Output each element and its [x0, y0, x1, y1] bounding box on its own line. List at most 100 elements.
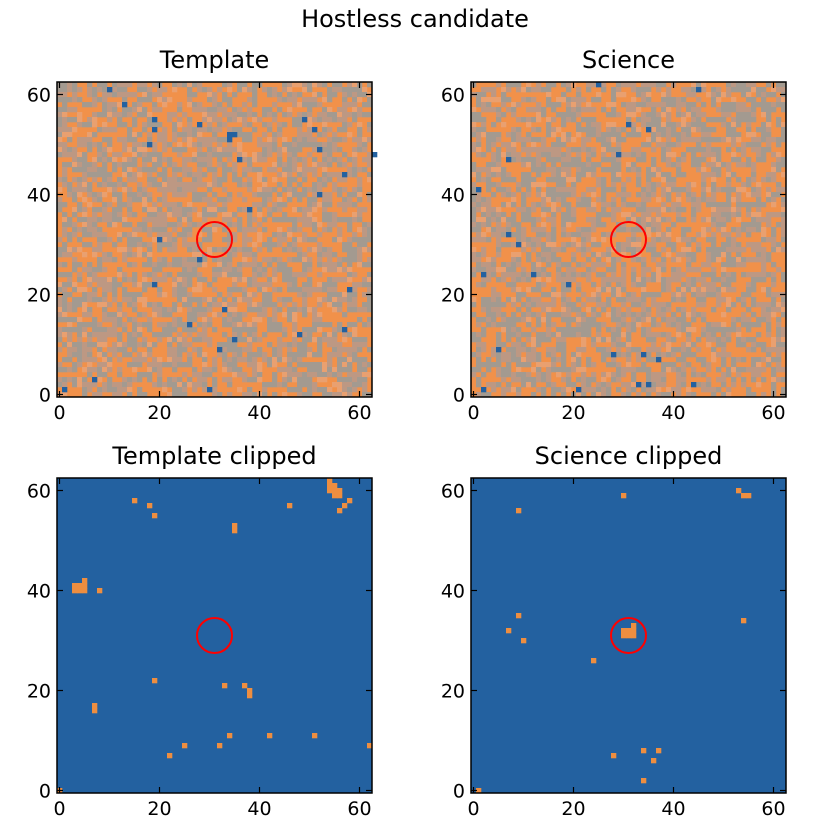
noise-pixel: [576, 197, 582, 203]
noise-pixel: [257, 362, 263, 368]
noise-pixel: [127, 112, 133, 118]
noise-pixel: [72, 82, 78, 88]
noise-pixel: [82, 292, 88, 298]
noise-pixel: [496, 277, 502, 283]
noise-pixel: [496, 117, 502, 123]
noise-pixel: [781, 342, 787, 348]
noise-pixel: [561, 332, 567, 338]
low-pixel: [566, 282, 572, 288]
noise-pixel: [142, 242, 148, 248]
noise-pixel: [646, 122, 652, 128]
noise-pixel: [122, 352, 128, 358]
noise-pixel: [137, 392, 143, 398]
noise-pixel: [332, 222, 338, 228]
noise-pixel: [471, 122, 477, 128]
noise-pixel: [287, 367, 293, 373]
noise-pixel: [506, 177, 512, 183]
noise-pixel: [576, 307, 582, 313]
noise-pixel: [521, 317, 527, 323]
noise-pixel: [292, 237, 298, 243]
noise-pixel: [337, 267, 343, 273]
noise-pixel: [232, 167, 238, 173]
noise-pixel: [666, 122, 672, 128]
noise-pixel: [177, 202, 183, 208]
noise-pixel: [561, 212, 567, 218]
noise-pixel: [716, 322, 722, 328]
noise-pixel: [611, 207, 617, 213]
noise-pixel: [696, 112, 702, 118]
noise-pixel: [661, 142, 667, 148]
noise-pixel: [766, 102, 772, 108]
noise-pixel: [97, 82, 103, 88]
noise-pixel: [292, 287, 298, 293]
noise-pixel: [97, 197, 103, 203]
noise-pixel: [112, 112, 118, 118]
noise-pixel: [177, 232, 183, 238]
noise-pixel: [77, 167, 83, 173]
noise-pixel: [661, 382, 667, 388]
noise-pixel: [556, 182, 562, 188]
noise-pixel: [656, 307, 662, 313]
noise-pixel: [62, 302, 68, 308]
noise-pixel: [746, 257, 752, 263]
noise-pixel: [561, 227, 567, 233]
noise-pixel: [302, 382, 308, 388]
noise-pixel: [596, 222, 602, 228]
noise-pixel: [302, 377, 308, 383]
noise-pixel: [671, 297, 677, 303]
noise-pixel: [107, 107, 113, 113]
noise-pixel: [536, 252, 542, 258]
noise-pixel: [212, 257, 218, 263]
noise-pixel: [132, 277, 138, 283]
noise-pixel: [521, 157, 527, 163]
noise-pixel: [287, 162, 293, 168]
noise-pixel: [511, 202, 517, 208]
noise-pixel: [97, 377, 103, 383]
noise-pixel: [232, 342, 238, 348]
noise-pixel: [257, 237, 263, 243]
noise-pixel: [471, 337, 477, 343]
noise-pixel: [626, 102, 632, 108]
noise-pixel: [736, 117, 742, 123]
noise-pixel: [561, 287, 567, 293]
noise-pixel: [681, 322, 687, 328]
noise-pixel: [486, 162, 492, 168]
noise-pixel: [676, 162, 682, 168]
noise-pixel: [696, 232, 702, 238]
noise-pixel: [521, 172, 527, 178]
noise-pixel: [197, 192, 203, 198]
noise-pixel: [312, 192, 318, 198]
noise-pixel: [656, 322, 662, 328]
noise-pixel: [661, 82, 667, 88]
noise-pixel: [481, 107, 487, 113]
noise-pixel: [686, 237, 692, 243]
noise-pixel: [751, 377, 757, 383]
noise-pixel: [646, 172, 652, 178]
noise-pixel: [352, 292, 358, 298]
noise-pixel: [312, 182, 318, 188]
noise-pixel: [357, 197, 363, 203]
noise-pixel: [506, 97, 512, 103]
noise-pixel: [112, 352, 118, 358]
noise-pixel: [521, 137, 527, 143]
noise-pixel: [656, 372, 662, 378]
noise-pixel: [322, 267, 328, 273]
noise-pixel: [726, 237, 732, 243]
noise-pixel: [62, 392, 68, 398]
noise-pixel: [606, 392, 612, 398]
noise-pixel: [232, 302, 238, 308]
noise-pixel: [671, 352, 677, 358]
noise-pixel: [491, 292, 497, 298]
noise-pixel: [222, 107, 228, 113]
noise-pixel: [551, 237, 557, 243]
noise-pixel: [87, 292, 93, 298]
noise-pixel: [756, 142, 762, 148]
noise-pixel: [142, 312, 148, 318]
noise-pixel: [751, 177, 757, 183]
noise-pixel: [192, 132, 198, 138]
noise-pixel: [581, 387, 587, 393]
noise-pixel: [57, 287, 63, 293]
noise-pixel: [596, 97, 602, 103]
noise-pixel: [197, 147, 203, 153]
noise-pixel: [342, 247, 348, 253]
